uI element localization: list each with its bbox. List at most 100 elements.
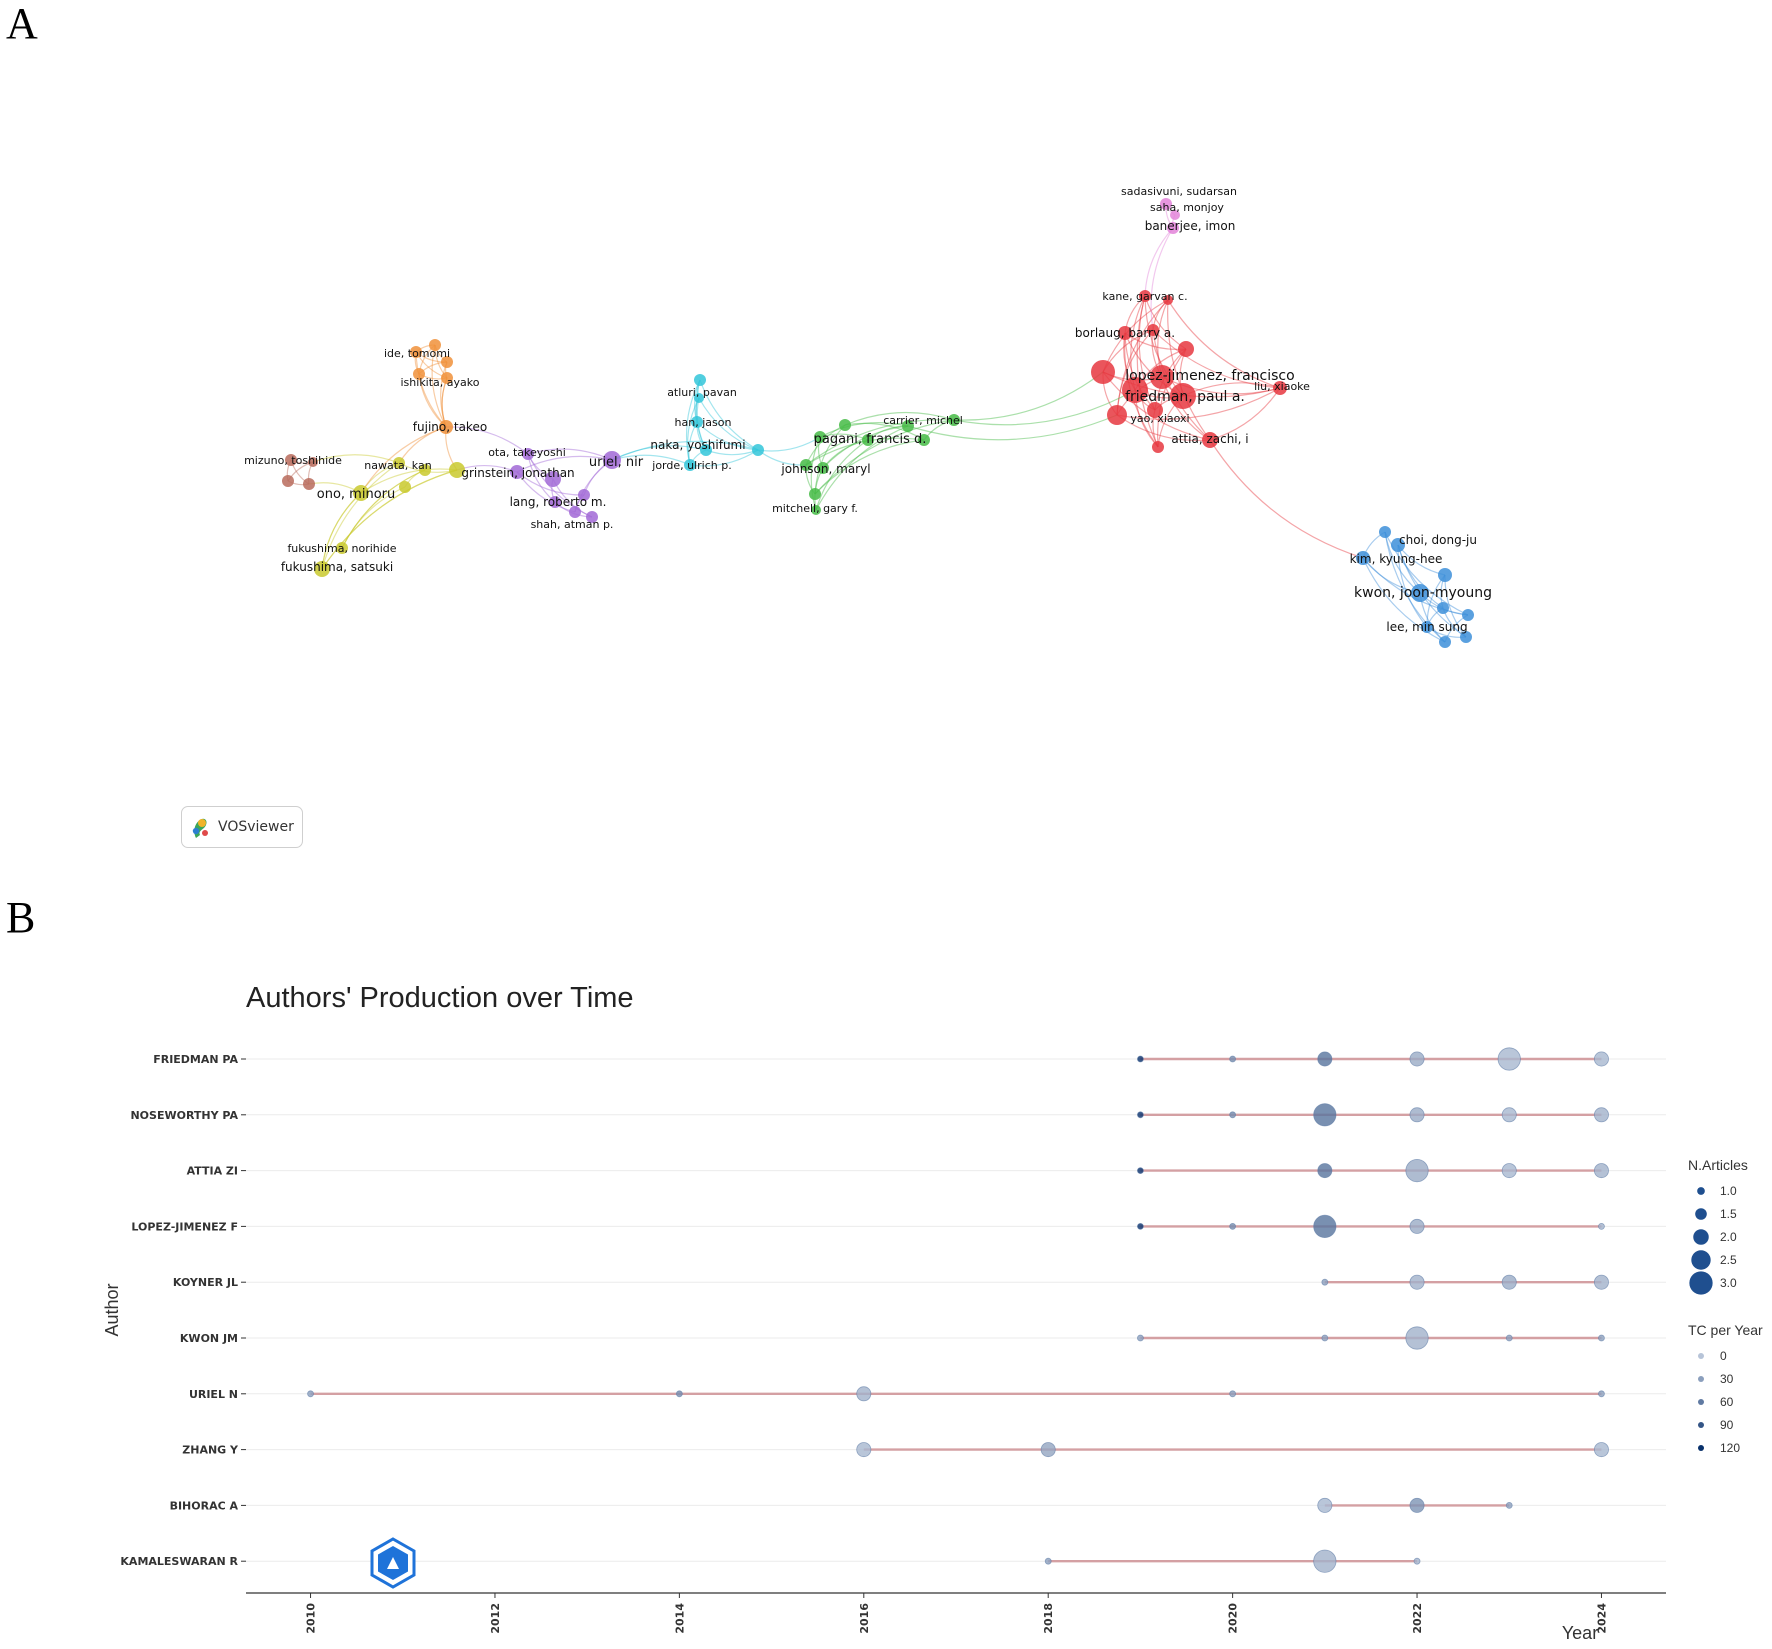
network-edge	[1144, 227, 1174, 297]
network-edge	[1116, 299, 1169, 416]
network-edge	[819, 422, 909, 438]
network-node-orange	[441, 372, 453, 384]
network-node-green	[809, 488, 821, 500]
network-label: attia, zachi, i	[1171, 432, 1248, 446]
network-edge	[360, 426, 447, 494]
network-edge	[696, 421, 759, 451]
network-edge	[1150, 227, 1174, 331]
network-nodes	[282, 198, 1474, 648]
author-point	[1409, 1051, 1425, 1067]
network-edge	[1157, 348, 1187, 448]
network-edge	[805, 419, 955, 466]
author-point	[1317, 1163, 1333, 1179]
network-label: lopez-jimenez, francisco	[1125, 368, 1294, 384]
network-edge	[341, 469, 426, 549]
network-node-yellow	[449, 462, 465, 478]
legend-color-key	[1698, 1353, 1704, 1359]
network-edge	[822, 425, 909, 469]
author-point	[1313, 1549, 1337, 1573]
x-tick-label: 2018	[1042, 1603, 1055, 1634]
legend-color-label: 120	[1720, 1441, 1740, 1455]
network-label: johnson, maryl	[780, 462, 870, 476]
network-edge	[1124, 332, 1156, 411]
network-node-yellow	[336, 542, 348, 554]
author-point	[1321, 1334, 1329, 1342]
network-node-orange	[439, 420, 453, 434]
network-node-cyan	[700, 444, 712, 456]
network-label: ishikita, ayako	[401, 376, 480, 389]
network-edge	[844, 411, 955, 426]
x-tick-label: 2014	[673, 1603, 686, 1634]
network-node-yellow	[353, 485, 369, 501]
network-edge	[341, 469, 426, 549]
network-node-purple	[578, 489, 590, 501]
network-edge	[687, 397, 700, 466]
chart-timelines	[310, 1057, 1602, 1563]
network-node-blue	[1391, 538, 1405, 552]
network-label: grinstein, jonathan	[461, 466, 574, 480]
author-tick-label: KWON JM	[180, 1332, 238, 1345]
network-edge	[814, 424, 846, 495]
author-point	[1229, 1055, 1237, 1063]
author-tick-label: KOYNER JL	[173, 1276, 238, 1289]
network-label: han, jason	[675, 416, 732, 429]
network-node-purple	[603, 451, 621, 469]
legend-size-label: 1.0	[1720, 1184, 1737, 1198]
network-edge	[907, 414, 1118, 441]
network-node-brown	[308, 457, 318, 467]
network-label: liu, xiaoke	[1254, 380, 1310, 393]
network-node-green	[948, 414, 960, 426]
network-node-green	[800, 459, 812, 471]
network-edge	[1397, 544, 1444, 609]
network-node-purple	[569, 506, 581, 518]
network-edge	[844, 422, 925, 441]
network-edge	[611, 440, 759, 461]
author-point	[1505, 1334, 1513, 1342]
network-edge	[699, 379, 759, 451]
network-node-red	[1147, 402, 1163, 418]
network-node-cyan	[691, 416, 703, 428]
author-point	[1405, 1326, 1429, 1350]
network-label: lang, roberto m.	[510, 495, 607, 509]
author-point	[1313, 1103, 1337, 1127]
network-node-yellow	[399, 481, 411, 493]
network-node-cyan	[694, 374, 706, 386]
author-point	[1501, 1107, 1517, 1123]
network-label: uriel, nir	[589, 455, 644, 470]
legend-size-label: 3.0	[1720, 1276, 1737, 1290]
network-node-cyan	[752, 444, 764, 456]
network-edge	[757, 436, 821, 452]
network-edge	[815, 425, 909, 511]
network-label: carrier, michel	[883, 414, 963, 427]
network-label: borlaug, barry a.	[1075, 326, 1175, 340]
network-edge	[698, 397, 759, 451]
network-node-orange	[413, 368, 425, 380]
network-label: saha, monjoy	[1150, 201, 1224, 214]
network-node-red	[1202, 432, 1218, 448]
network-node-brown	[282, 475, 294, 487]
author-tick-label: LOPEZ-JIMENEZ F	[131, 1220, 238, 1233]
network-node-pink	[1160, 198, 1172, 210]
network-node-green	[814, 431, 826, 443]
network-edge	[1362, 557, 1446, 643]
network-label: atluri, pavan	[667, 386, 737, 399]
network-edge	[1384, 531, 1446, 643]
author-point	[1501, 1163, 1517, 1179]
network-edge	[1136, 295, 1159, 448]
network-node-yellow	[419, 464, 431, 476]
author-point	[1317, 1051, 1333, 1067]
network-edge	[516, 455, 613, 473]
network-label: sadasivuni, sudarsan	[1121, 185, 1237, 198]
author-point	[1137, 1055, 1144, 1063]
network-node-pink	[1167, 222, 1179, 234]
network-node-red	[1178, 341, 1194, 357]
bibliometrix-stamp-mark	[387, 1557, 399, 1569]
author-point	[1405, 1159, 1429, 1183]
network-label: shah, atman p.	[531, 518, 614, 531]
x-tick-label: 2024	[1595, 1603, 1608, 1634]
network-edge	[341, 486, 406, 549]
network-edge	[1161, 376, 1281, 395]
network-node-orange	[429, 339, 441, 351]
network-node-purple	[510, 465, 524, 479]
network-label: naka, yoshifumi	[650, 438, 745, 452]
